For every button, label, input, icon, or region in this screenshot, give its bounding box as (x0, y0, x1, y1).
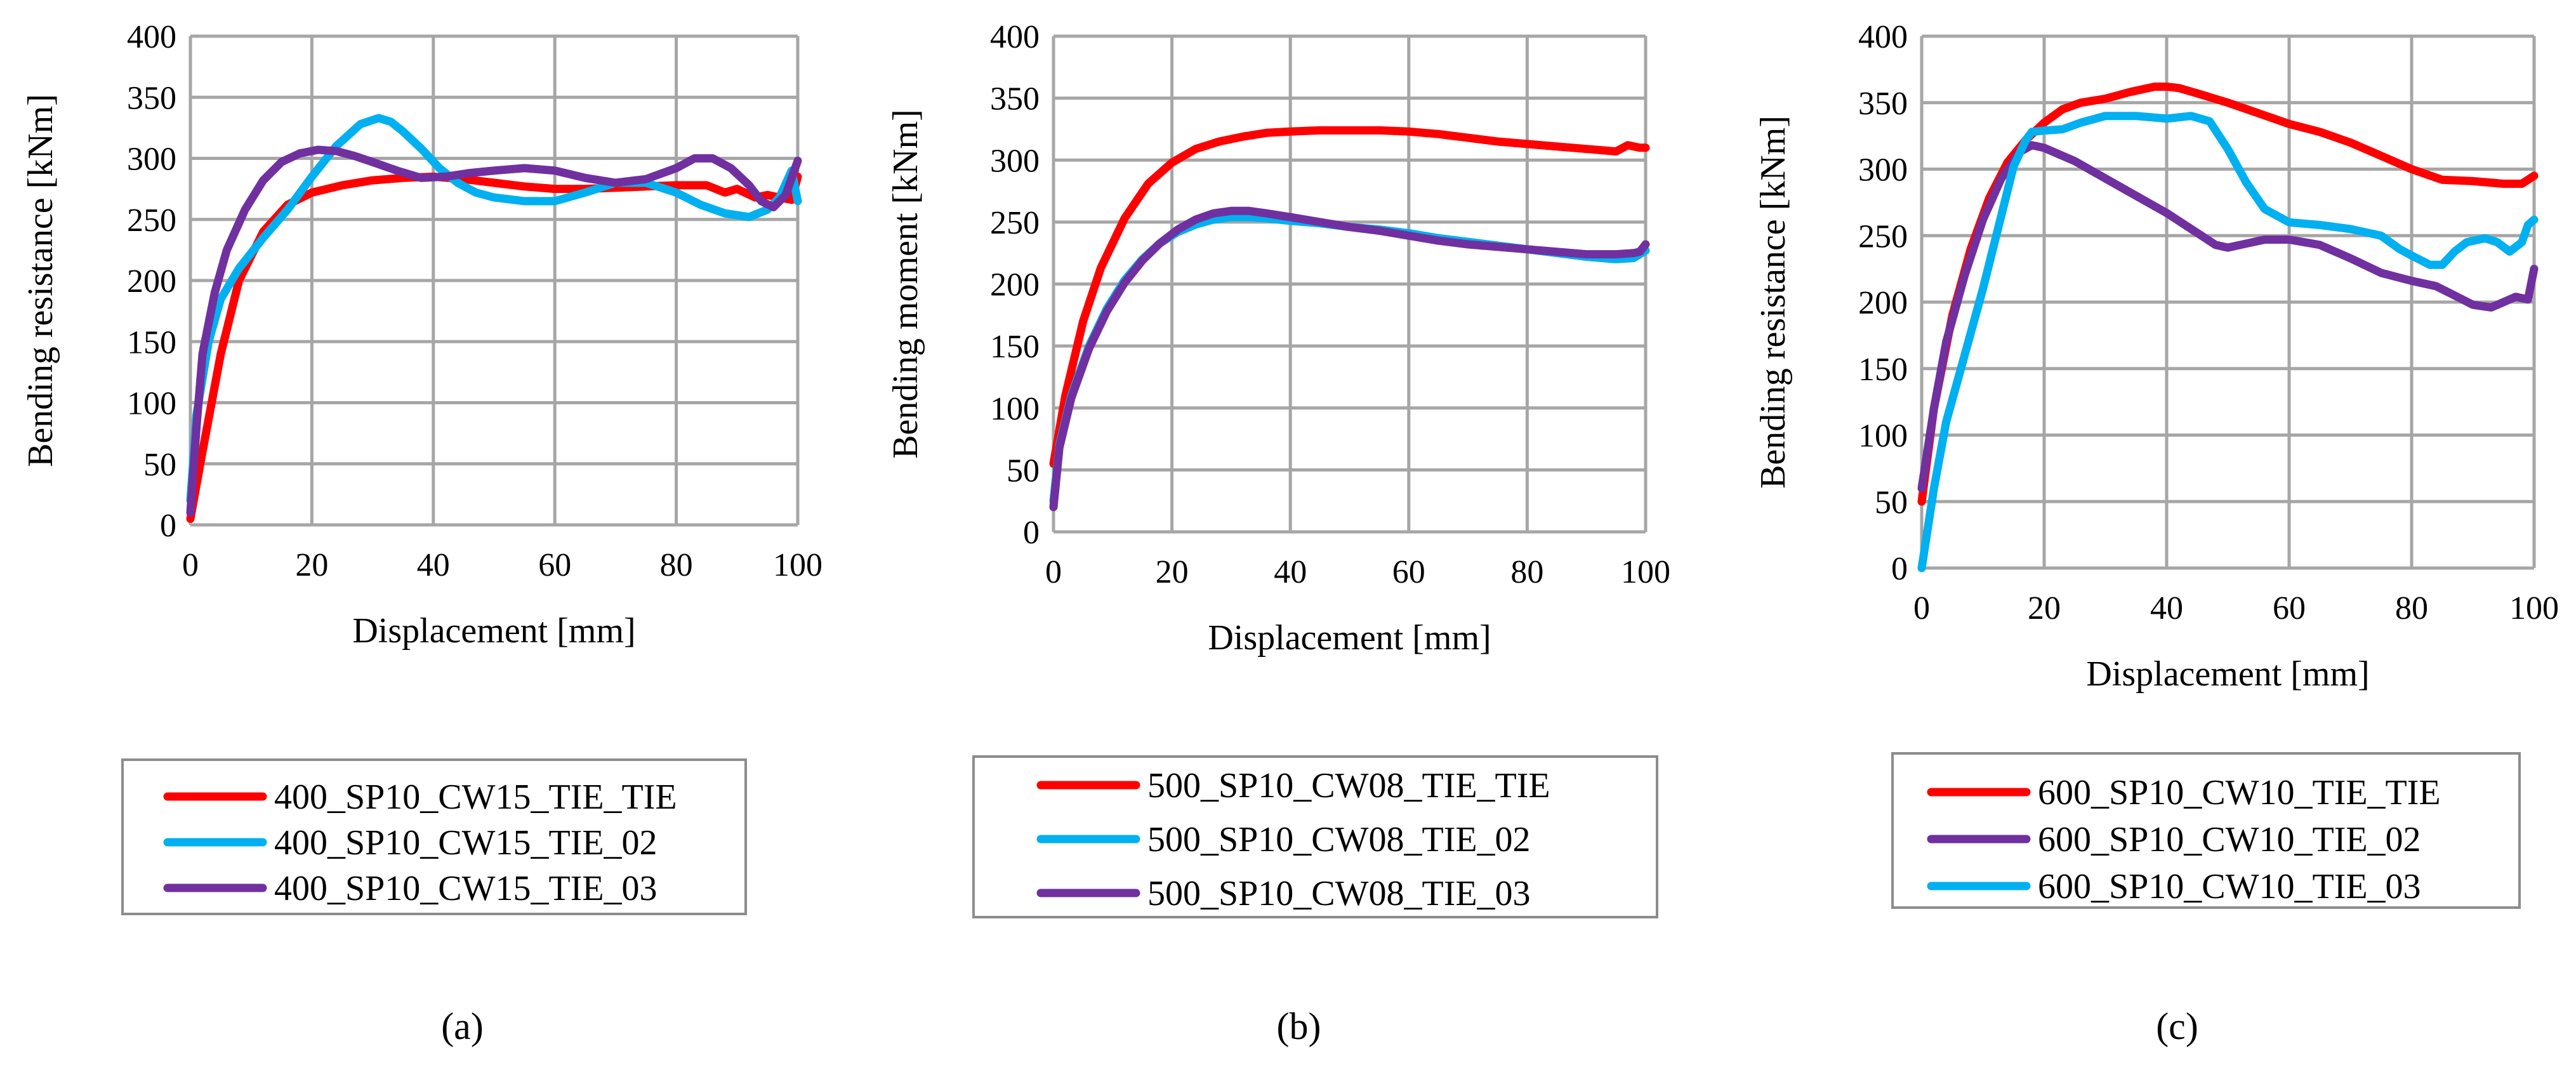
y-tick-label: 100 (1858, 418, 1908, 454)
y-tick-label: 400 (127, 19, 176, 55)
y-tick-label: 150 (990, 329, 1040, 365)
y-tick-label: 50 (143, 447, 176, 483)
x-tick-label: 40 (1274, 554, 1307, 590)
y-tick-label: 150 (127, 324, 176, 361)
x-axis-label: Displacement [mm] (352, 611, 635, 651)
x-tick-label: 20 (1156, 554, 1189, 590)
legend-entry-label: 500_SP10_CW08_TIE_TIE (1147, 766, 1550, 805)
panel-label: (b) (1277, 1005, 1321, 1047)
legend: 600_SP10_CW10_TIE_TIE 600_SP10_CW10_TIE_0… (1891, 752, 2521, 909)
series-line-2 (186, 114, 802, 505)
legend-entry-label: 500_SP10_CW08_TIE_02 (1147, 820, 1531, 859)
x-tick-label: 20 (2028, 590, 2061, 626)
y-tick-label: 0 (1023, 515, 1040, 551)
x-tick-label: 100 (773, 547, 822, 583)
x-tick-label: 60 (2273, 590, 2306, 626)
legend-entry-label: 600_SP10_CW10_TIE_02 (2038, 820, 2421, 859)
legend-entry-label: 600_SP10_CW10_TIE_03 (2038, 867, 2421, 906)
series-line-1 (186, 172, 802, 523)
x-tick-label: 0 (1045, 554, 1062, 590)
x-tick-label: 0 (1913, 590, 1930, 626)
chart-panel-3: 0 50 100 150 200 250 300 350 400 0 20 40 60 80 100 Disp… (1754, 19, 2559, 1047)
y-axis-label: Bending resistance [kNm] (1754, 116, 1793, 489)
y-tick-label: 300 (990, 143, 1040, 179)
panel-label: (c) (2156, 1005, 2198, 1047)
y-tick-label: 50 (1007, 453, 1040, 489)
series-line-3 (1049, 206, 1650, 512)
x-tick-label: 80 (1510, 554, 1543, 590)
y-tick-label: 400 (990, 19, 1040, 55)
x-tick-label: 100 (2509, 590, 2559, 626)
chart-panel-1: 0 50 100 150 200 250 300 350 400 0 20 40 60 80 100 Disp… (21, 19, 822, 1047)
legend-entry-label: 400_SP10_CW15_TIE_03 (274, 869, 657, 908)
y-axis-label: Bending moment [kNm] (886, 109, 925, 459)
y-tick-label: 200 (990, 267, 1040, 303)
y-tick-label: 250 (990, 205, 1040, 241)
x-tick-label: 80 (2395, 590, 2428, 626)
y-tick-label: 350 (990, 81, 1040, 117)
x-tick-label: 60 (538, 547, 571, 583)
panel-label: (a) (441, 1005, 484, 1047)
y-tick-label: 350 (127, 80, 176, 116)
y-tick-label: 100 (990, 391, 1040, 427)
legend: 400_SP10_CW15_TIE_TIE 400_SP10_CW15_TIE_0… (121, 758, 747, 915)
series-line-3 (1917, 112, 2539, 572)
y-tick-label: 200 (127, 263, 176, 300)
y-tick-label: 50 (1875, 484, 1908, 520)
y-tick-label: 0 (160, 508, 176, 544)
y-tick-label: 350 (1858, 86, 1908, 122)
y-tick-label: 250 (127, 202, 176, 239)
y-axis-label: Bending resistance [kNm] (21, 94, 60, 467)
y-tick-label: 300 (1858, 152, 1908, 189)
y-tick-label: 400 (1858, 19, 1908, 55)
x-axis-label: Displacement [mm] (1208, 618, 1491, 658)
x-tick-label: 100 (1621, 554, 1670, 590)
x-tick-label: 60 (1392, 554, 1425, 590)
legend-entry-label: 500_SP10_CW08_TIE_03 (1147, 874, 1531, 913)
x-tick-label: 80 (660, 547, 693, 583)
x-tick-label: 0 (182, 547, 199, 583)
legend-entry-label: 400_SP10_CW15_TIE_02 (274, 823, 657, 863)
legend-entry-label: 600_SP10_CW10_TIE_TIE (2038, 773, 2441, 812)
y-tick-label: 0 (1891, 551, 1908, 587)
series-line-2 (1917, 141, 2539, 493)
series-line-1 (1049, 126, 1650, 468)
y-tick-label: 250 (1858, 218, 1908, 255)
chart-panel-2: 0 50 100 150 200 250 300 350 400 0 20 40 60 80 100 Disp… (886, 19, 1670, 1047)
legend-entry-label: 400_SP10_CW15_TIE_TIE (274, 778, 677, 817)
x-axis-label: Displacement [mm] (2086, 654, 2369, 694)
x-tick-label: 20 (295, 547, 328, 583)
x-tick-label: 40 (417, 547, 450, 583)
y-tick-label: 300 (127, 142, 176, 178)
legend: 500_SP10_CW08_TIE_TIE 500_SP10_CW08_TIE_0… (972, 755, 1658, 918)
y-tick-label: 100 (127, 386, 176, 422)
series-line-3 (186, 145, 802, 517)
y-tick-label: 150 (1858, 352, 1908, 388)
y-tick-label: 200 (1858, 285, 1908, 321)
x-tick-label: 40 (2150, 590, 2183, 626)
